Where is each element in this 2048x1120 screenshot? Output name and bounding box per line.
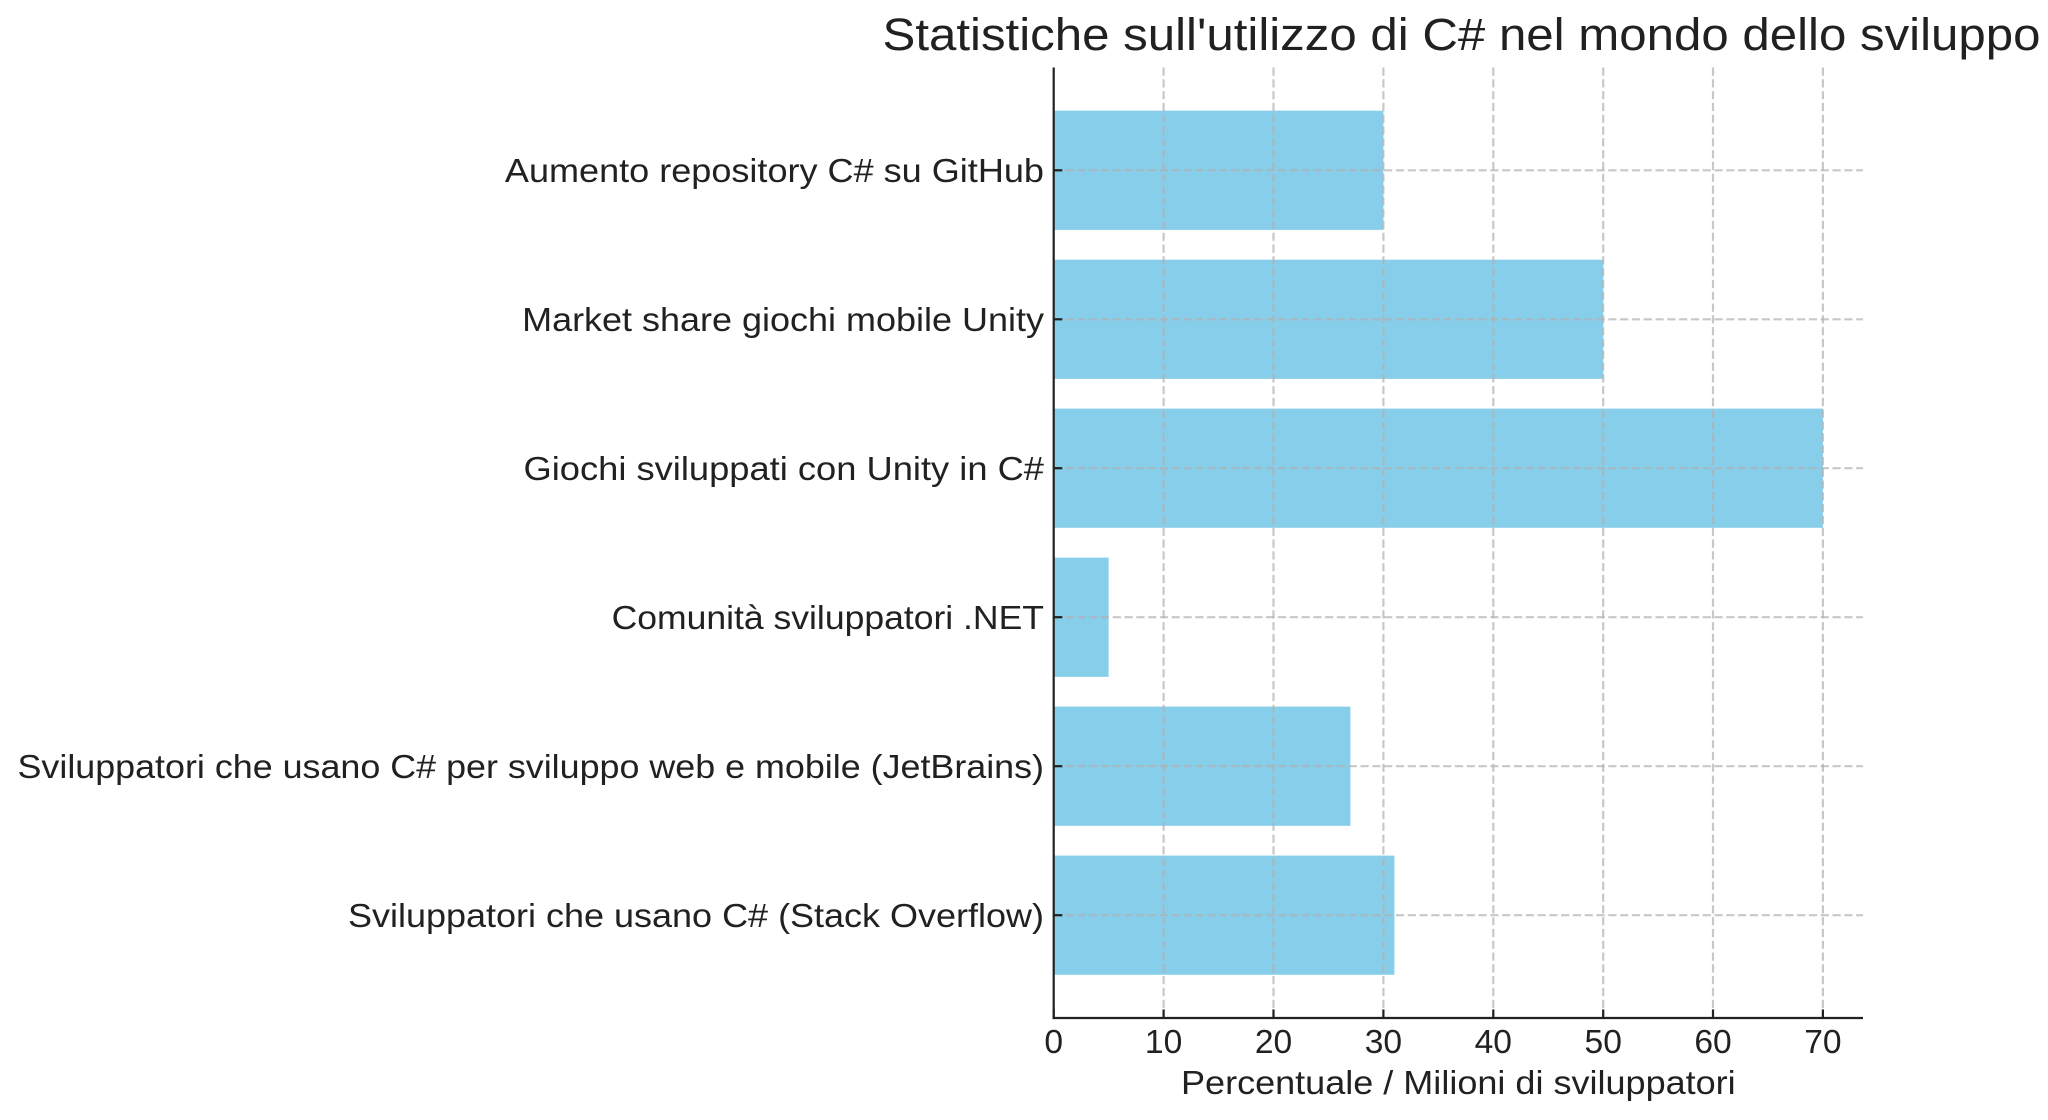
- svg-text:0: 0: [1044, 1024, 1063, 1061]
- svg-text:Sviluppatori che usano C# (Sta: Sviluppatori che usano C# (Stack Overflo…: [348, 898, 1044, 935]
- svg-text:Percentuale / Milioni di svilu: Percentuale / Milioni di sviluppatori: [1181, 1065, 1736, 1102]
- svg-text:Giochi sviluppati con Unity in: Giochi sviluppati con Unity in C#: [524, 451, 1045, 488]
- svg-text:10: 10: [1145, 1024, 1182, 1061]
- svg-text:Statistiche sull'utilizzo di C: Statistiche sull'utilizzo di C# nel mond…: [883, 9, 2041, 60]
- svg-text:Comunità sviluppatori .NET: Comunità sviluppatori .NET: [612, 600, 1044, 637]
- svg-text:20: 20: [1255, 1024, 1292, 1061]
- svg-text:60: 60: [1694, 1024, 1731, 1061]
- svg-text:Market share giochi mobile Uni: Market share giochi mobile Unity: [522, 302, 1044, 339]
- svg-text:50: 50: [1585, 1024, 1622, 1061]
- svg-text:40: 40: [1475, 1024, 1512, 1061]
- svg-text:Sviluppatori che usano C# per: Sviluppatori che usano C# per sviluppo w…: [18, 749, 1045, 786]
- svg-text:70: 70: [1804, 1024, 1841, 1061]
- svg-text:Aumento repository C# su GitHu: Aumento repository C# su GitHub: [505, 153, 1044, 190]
- svg-text:30: 30: [1365, 1024, 1402, 1061]
